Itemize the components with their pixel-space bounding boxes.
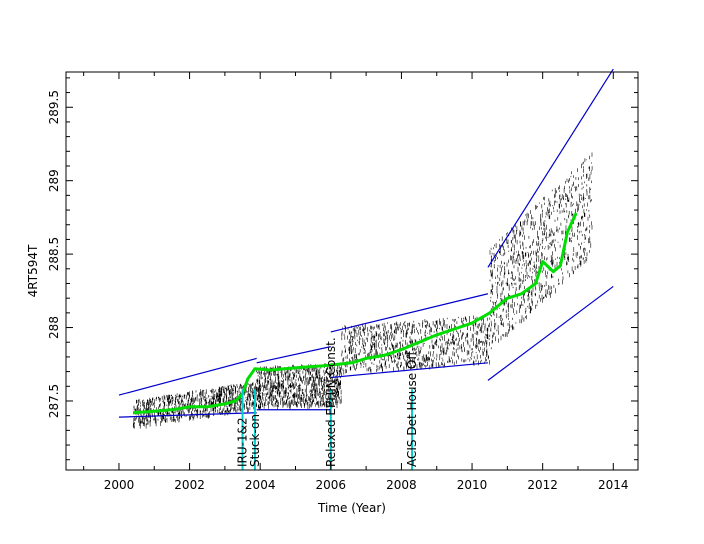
envelope-segment-4-upper xyxy=(487,68,614,268)
envelope-lines xyxy=(118,68,614,418)
envelope-segment-2-upper xyxy=(256,346,331,364)
envelope-segment-1-lower xyxy=(118,412,257,418)
y-tick-label: 288.5 xyxy=(47,237,61,271)
event-label-3: Relaxed EPHIN Const. xyxy=(324,337,338,467)
y-tick-label: 289 xyxy=(47,169,61,192)
x-tick-label: 2010 xyxy=(457,478,488,492)
x-tick-label: 2002 xyxy=(174,478,205,492)
y-tick-label: 289.5 xyxy=(47,90,61,124)
data-point-band-3 xyxy=(341,315,490,375)
x-tick-label: 2000 xyxy=(104,478,135,492)
data-points xyxy=(132,152,593,429)
y-ticks: 287.5 288 288.5 289 289.5 xyxy=(47,77,638,461)
envelope-segment-1-upper xyxy=(118,357,257,396)
x-tick-label: 2004 xyxy=(245,478,276,492)
x-axis-label: Time (Year) xyxy=(317,501,386,515)
x-tick-label: 2014 xyxy=(598,478,629,492)
y-tick-label: 288 xyxy=(47,316,61,339)
x-tick-label: 2008 xyxy=(386,478,417,492)
data-point-band-2 xyxy=(256,363,342,411)
event-label-1: IRU-1&2 xyxy=(236,417,250,467)
x-tick-label: 2012 xyxy=(527,478,558,492)
envelope-segment-4-lower xyxy=(487,285,614,381)
trend-line xyxy=(133,212,578,415)
event-label-4: ACIS Det House Off xyxy=(405,351,419,467)
x-tick-label: 2006 xyxy=(316,478,347,492)
envelope-segment-3-lower xyxy=(330,362,488,379)
y-axis-label: 4RT594T xyxy=(26,244,40,297)
y-tick-label: 287.5 xyxy=(47,384,61,418)
event-label-2: Stuck-on xyxy=(248,414,262,467)
plot-frame xyxy=(65,71,639,471)
trend-series xyxy=(133,212,578,415)
data-point-band-4 xyxy=(489,152,593,350)
x-ticks: 2000 2002 2004 2006 2008 2010 2012 2014 xyxy=(83,72,629,492)
envelope-segment-3-upper xyxy=(330,293,489,333)
